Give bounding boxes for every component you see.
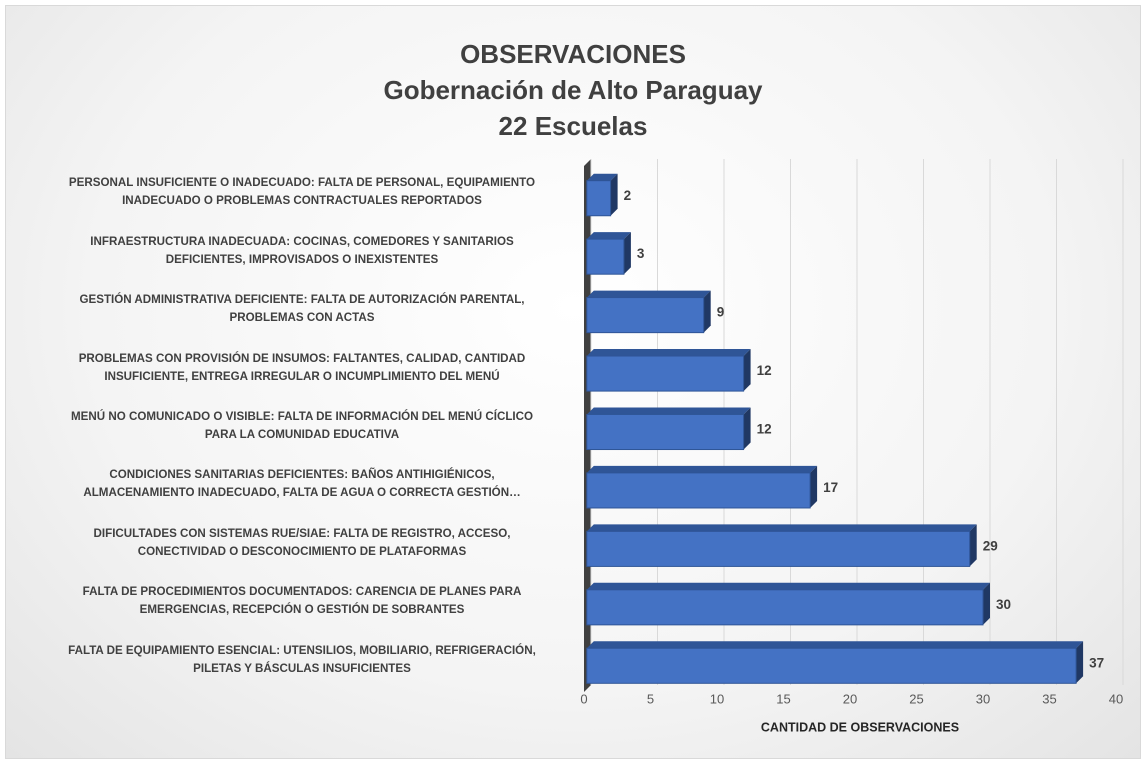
chart-title: OBSERVACIONES Gobernación de Alto Paragua… [6,36,1140,144]
bar-top [586,232,631,240]
category-label: MENÚ NO COMUNICADO O VISIBLE: FALTA DE I… [70,410,534,441]
bar-top [586,465,818,473]
bar-side [1076,641,1084,684]
x-tick-label: 15 [776,691,790,706]
title-line: 22 Escuelas [498,111,648,141]
bar-side [810,465,818,508]
bar-top [586,407,751,415]
data-label: 17 [823,480,838,495]
plot: 0 5 10 15 20 25 30 35 40 CANTIDAD DE OBSERVACIONE… [580,159,1124,734]
bar-side [983,582,990,625]
bar [586,472,811,509]
x-tick-label: 0 [580,691,587,706]
data-label: 3 [637,246,645,261]
bar-side [623,232,631,275]
bar [586,413,745,451]
data-label: 30 [996,597,1011,612]
data-label: 2 [624,188,632,203]
chart: OBSERVACIONES Gobernación de Alto Paragua… [5,5,1141,759]
bar-top [586,641,1084,649]
data-label: 12 [757,363,772,378]
title-line: Gobernación de Alto Paraguay [383,75,763,105]
x-tick-label: 30 [976,691,990,706]
bar-top [586,349,751,357]
category-label: FALTA DE EQUIPAMIENTO ESENCIAL: UTENSILI… [68,643,536,675]
bar [586,530,971,567]
category-label: PROBLEMAS CON PROVISIÓN DE INSUMOS: FALT… [78,351,526,383]
data-label: 29 [983,538,998,553]
category-label: INFRAESTRUCTURA INADECUADA: COCINAS, COM… [90,234,514,266]
x-tick-label: 25 [909,691,923,706]
data-label: 37 [1089,655,1104,670]
bar-side [969,524,977,567]
bar-side [610,173,618,216]
category-label: FALTA DE PROCEDIMIENTOS DOCUMENTADOS: CA… [82,585,522,617]
category-label: GESTIÓN ADMINISTRATIVA DEFICIENTE: FALTA… [79,293,525,325]
x-tick-label: 35 [1042,691,1056,706]
x-tick-label: 40 [1109,691,1123,706]
bar [586,355,745,392]
data-label: 12 [757,422,772,437]
bar [586,238,625,275]
x-tick-label: 5 [647,691,654,706]
title-line: OBSERVACIONES [460,39,686,69]
bar-top [586,524,977,532]
bar-top [586,582,990,590]
category-label: DIFICULTADES CON SISTEMAS RUE/SIAE: FALT… [93,526,511,558]
bar-side [743,407,751,450]
x-tick-label: 20 [843,691,857,706]
bar-side [743,349,751,392]
data-label: 9 [717,305,725,320]
bar [586,180,612,217]
category-label: PERSONAL INSUFICIENTE O INADECUADO: FALT… [68,176,536,208]
x-tick-label: 10 [710,691,724,706]
bar-side [703,290,711,333]
bar-top [586,290,711,298]
bar [586,297,705,334]
bar [586,647,1077,684]
bar [586,589,984,626]
bar-top [586,173,618,181]
x-axis-title: CANTIDAD DE OBSERVACIONES [761,720,959,734]
category-label: CONDICIONES SANITARIAS DEFICIENTES: BAÑO… [83,468,521,500]
